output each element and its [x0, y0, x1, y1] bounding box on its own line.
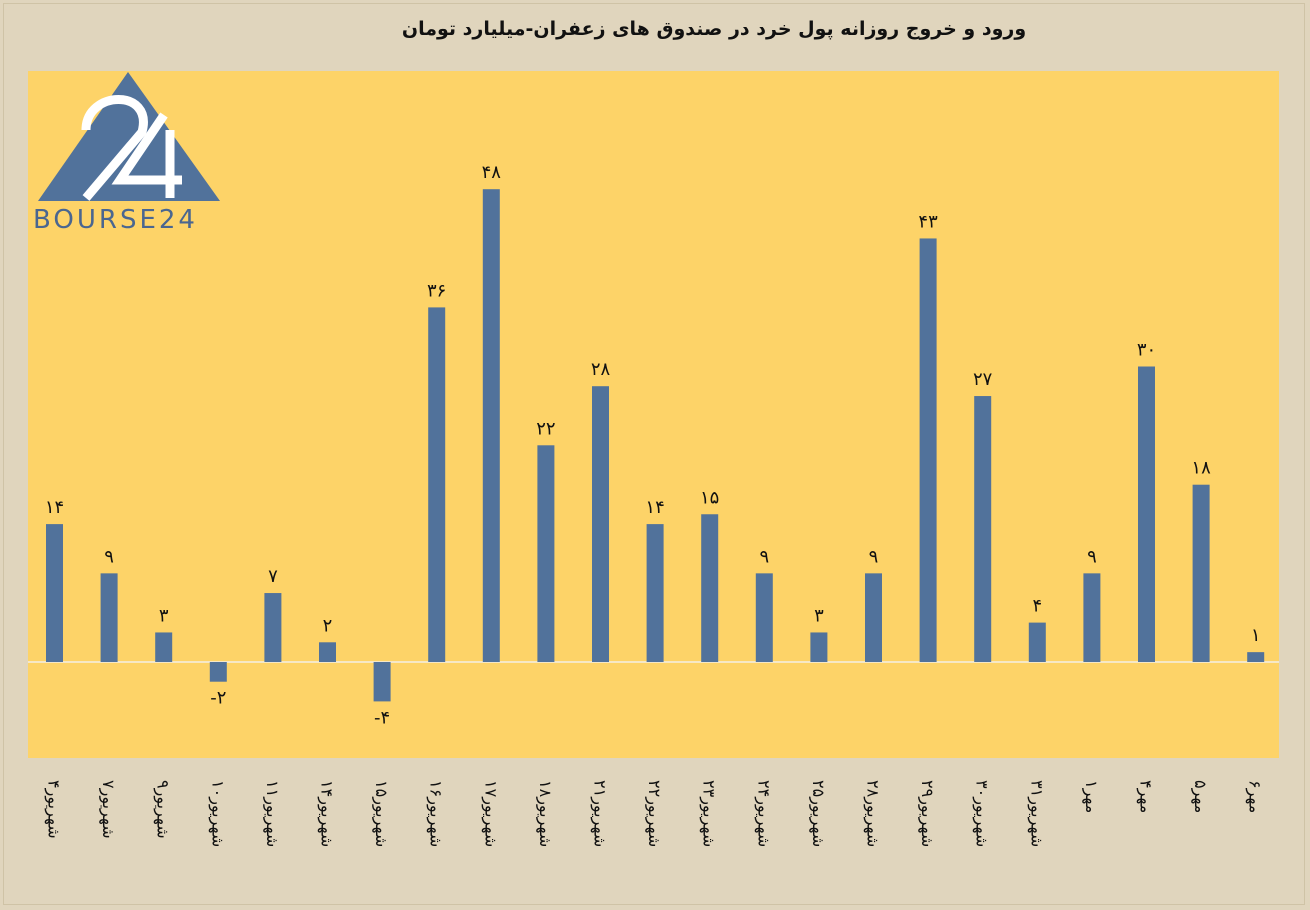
data-label: ۱۸ [1191, 458, 1211, 479]
x-tick-label: ۹شهریور [153, 780, 173, 839]
bar [1028, 622, 1046, 662]
data-label: ۴ [1032, 596, 1042, 617]
x-tick-label: ۳۰شهریور [972, 780, 992, 847]
data-label: ۹ [1087, 546, 1097, 567]
data-label: ۳۰ [1137, 340, 1156, 361]
data-label: ۱۴ [45, 497, 64, 518]
data-label: ۷ [268, 566, 278, 587]
bar [1138, 366, 1155, 662]
data-label: ۱۴ [645, 497, 664, 518]
x-tick-label: ۲۸شهریور [863, 780, 883, 847]
bar [264, 593, 282, 662]
x-tick-label: ۵مهر [1190, 780, 1210, 813]
bar [974, 396, 992, 662]
x-tick-label: ۱۷شهریور [480, 780, 500, 847]
bar [1192, 484, 1210, 662]
chart-frame [3, 3, 1305, 905]
bar [919, 238, 937, 662]
x-tick-label: ۶مهر [1245, 780, 1265, 813]
data-label: ۳ [814, 605, 824, 626]
logo-text: BOURSE24 [33, 205, 198, 235]
x-tick-label: ۲۹شهریور [917, 780, 937, 847]
x-tick-label: ۱۴شهریور [317, 780, 337, 847]
bourse24-logo [38, 72, 220, 201]
x-tick-label: ۷شهریور [98, 780, 118, 839]
bar [810, 632, 828, 662]
data-label: ۳ [159, 605, 169, 626]
bar [373, 662, 391, 702]
x-tick-label: ۴شهریور [44, 780, 64, 839]
bar [100, 573, 118, 662]
x-tick-label: ۲۵شهریور [808, 780, 828, 847]
data-label: ۹ [759, 546, 769, 567]
data-label: ۹ [869, 546, 879, 567]
data-label: ۲ [323, 615, 333, 636]
data-label: ۱۵ [700, 487, 719, 508]
bar [155, 632, 173, 662]
x-tick-label: ۴مهر [1136, 780, 1156, 813]
bar [1247, 652, 1265, 662]
bar [537, 445, 555, 662]
bar [701, 514, 719, 662]
x-tick-label: ۱۶شهریور [426, 780, 446, 847]
x-tick-label: ۱۰شهریور [207, 780, 227, 847]
x-tick-label: ۱۵شهریور [371, 780, 391, 847]
bar [209, 662, 227, 682]
x-tick-label: ۲۴شهریور [753, 780, 773, 847]
x-tick-label: ۲۳شهریور [699, 780, 719, 847]
data-label: -۴ [374, 707, 390, 728]
x-tick-label: ۱مهر [1081, 780, 1101, 813]
x-tick-label: ۲۲شهریور [644, 780, 664, 847]
bar [755, 573, 773, 662]
data-label: ۴۸ [482, 162, 502, 183]
data-label: ۲۲ [536, 418, 555, 439]
bar [592, 386, 609, 662]
bar [482, 189, 500, 662]
data-label: -۲ [210, 688, 226, 709]
bar [428, 307, 446, 662]
data-label: ۲۸ [591, 359, 611, 380]
bar [865, 573, 882, 662]
bar [46, 524, 63, 662]
data-label: ۳۶ [427, 280, 446, 301]
bar [319, 642, 336, 662]
x-tick-label: ۱۱شهریور [262, 780, 282, 847]
bar [646, 524, 664, 662]
bar [1083, 573, 1101, 662]
data-label: ۴۳ [918, 211, 938, 232]
data-label: ۱ [1251, 625, 1261, 646]
data-label: ۲۷ [973, 369, 993, 390]
data-label: ۹ [104, 546, 114, 567]
x-tick-label: ۳۱شهریور [1026, 780, 1046, 847]
x-tick-label: ۱۸شهریور [535, 780, 555, 847]
x-tick-label: ۲۱شهریور [590, 780, 610, 847]
chart-title: ورود و خروج روزانه پول خرد در صندوق های … [401, 18, 1027, 40]
